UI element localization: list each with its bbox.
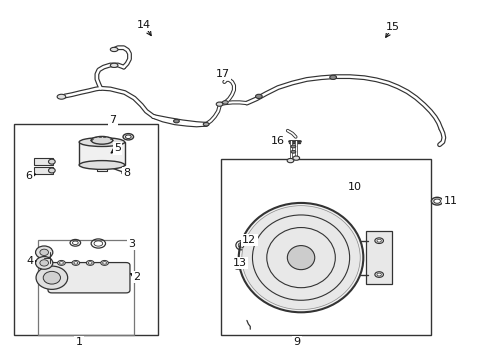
Ellipse shape [374,238,383,243]
Ellipse shape [91,136,112,144]
Ellipse shape [290,145,295,148]
Text: 11: 11 [443,196,457,206]
Ellipse shape [110,48,118,51]
Ellipse shape [58,260,65,265]
Text: 5: 5 [114,143,121,153]
Ellipse shape [292,156,299,160]
Ellipse shape [433,199,440,203]
Bar [220,159,430,335]
Ellipse shape [57,94,65,99]
Ellipse shape [110,63,118,67]
Ellipse shape [376,239,381,242]
Ellipse shape [290,150,295,153]
Ellipse shape [287,246,314,270]
Text: 10: 10 [347,182,361,192]
Bar [79,142,124,165]
Ellipse shape [60,262,63,264]
Bar [15,123,158,335]
Text: 15: 15 [385,22,399,32]
Ellipse shape [79,161,124,170]
Bar [34,167,53,174]
Text: 9: 9 [293,337,300,347]
Ellipse shape [216,102,223,106]
Ellipse shape [48,159,55,164]
Ellipse shape [430,197,442,205]
Circle shape [36,266,67,289]
Ellipse shape [72,260,80,265]
Circle shape [43,271,61,284]
Ellipse shape [48,168,55,173]
Circle shape [40,249,48,256]
Ellipse shape [376,273,381,276]
Ellipse shape [374,272,383,277]
Ellipse shape [123,134,133,140]
Ellipse shape [101,260,108,265]
Text: 17: 17 [215,69,229,79]
Ellipse shape [329,75,336,80]
Ellipse shape [88,262,92,264]
Ellipse shape [79,138,124,147]
Text: 14: 14 [137,20,151,30]
Text: 6: 6 [25,171,32,181]
Text: 7: 7 [109,115,116,125]
Bar [39,240,134,335]
Bar [34,158,53,165]
Text: 1: 1 [76,337,82,347]
FancyBboxPatch shape [48,262,130,293]
Ellipse shape [238,203,363,312]
Circle shape [36,257,53,269]
Ellipse shape [173,119,179,123]
Ellipse shape [203,122,208,126]
Ellipse shape [255,94,262,99]
Ellipse shape [86,260,94,265]
Ellipse shape [286,158,293,163]
Text: 8: 8 [123,168,130,178]
Ellipse shape [242,206,360,310]
Text: 12: 12 [242,235,256,245]
Text: 3: 3 [128,239,135,248]
Text: 16: 16 [270,136,285,146]
Ellipse shape [125,135,131,139]
Text: 4: 4 [26,256,33,266]
Text: 13: 13 [232,258,246,268]
Circle shape [40,260,48,266]
Text: 2: 2 [133,272,140,282]
Ellipse shape [102,262,106,264]
Ellipse shape [222,100,228,104]
Ellipse shape [74,262,78,264]
Circle shape [36,246,53,259]
Bar [365,231,391,284]
